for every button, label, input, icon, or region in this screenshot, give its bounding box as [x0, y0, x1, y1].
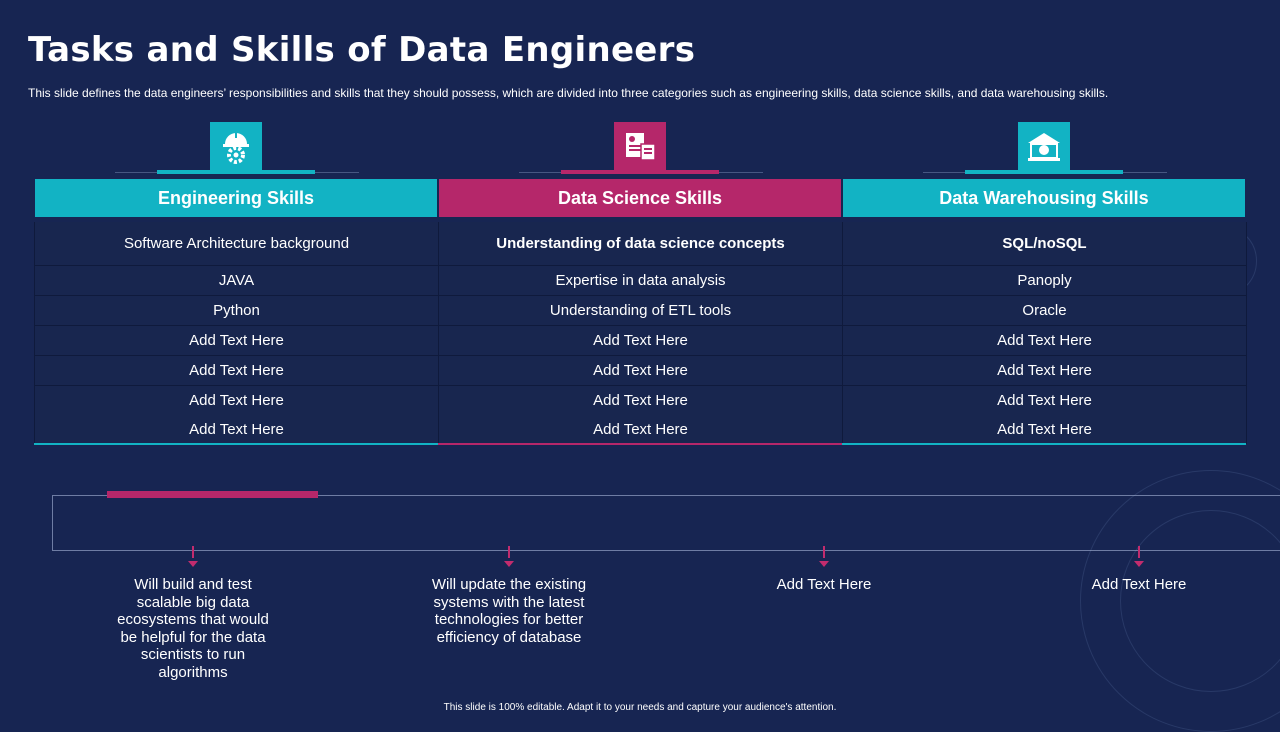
divider — [438, 222, 439, 444]
timeline-tick — [823, 546, 825, 558]
timeline-tick — [508, 546, 510, 558]
timeline-tick — [192, 546, 194, 558]
table-cell: Add Text Here — [35, 326, 438, 356]
timeline-marker — [819, 561, 829, 567]
table-cell: SQL/noSQL — [843, 222, 1246, 266]
timeline-accent-bar — [107, 491, 318, 498]
divider — [34, 222, 35, 444]
table-cell: Add Text Here — [843, 386, 1246, 416]
divider — [438, 443, 842, 445]
table-cell: Add Text Here — [843, 415, 1246, 444]
table-cell: JAVA — [35, 266, 438, 296]
icon-shelf — [561, 170, 719, 174]
divider — [842, 222, 843, 444]
warehouse-building-icon — [1018, 122, 1070, 172]
timeline-bracket — [52, 495, 1280, 551]
page-subtitle: This slide defines the data engineers’ r… — [28, 86, 1109, 100]
table-cell: Add Text Here — [35, 386, 438, 416]
timeline-marker — [504, 561, 514, 567]
icon-shelf — [965, 170, 1123, 174]
timeline-tick — [1138, 546, 1140, 558]
table-cell: Add Text Here — [439, 326, 842, 356]
icon-shelf — [157, 170, 315, 174]
table-cell: Software Architecture background — [35, 222, 438, 266]
table-cell: Add Text Here — [35, 415, 438, 444]
table-cell: Add Text Here — [35, 356, 438, 386]
table-cell: Add Text Here — [439, 415, 842, 444]
table-cell: Oracle — [843, 296, 1246, 326]
table-cell: Python — [35, 296, 438, 326]
table-cell: Add Text Here — [843, 356, 1246, 386]
task-text: Will build and test scalable big data ec… — [117, 576, 269, 681]
task-text: Add Text Here — [776, 576, 872, 593]
column-header-data-warehousing: Data Warehousing Skills — [843, 179, 1245, 217]
table-cell: Understanding of ETL tools — [439, 296, 842, 326]
engineer-helmet-gear-icon — [210, 122, 262, 172]
table-cell: Expertise in data analysis — [439, 266, 842, 296]
column-header-data-science: Data Science Skills — [439, 179, 841, 217]
table-cell: Add Text Here — [439, 386, 842, 416]
table-cell: Panoply — [843, 266, 1246, 296]
task-text: Add Text Here — [1091, 576, 1187, 593]
data-report-icon — [614, 122, 666, 172]
timeline-marker — [1134, 561, 1144, 567]
divider — [1246, 222, 1247, 444]
task-text: Will update the existing systems with th… — [431, 576, 587, 646]
table-cell: Understanding of data science concepts — [439, 222, 842, 266]
table-cell: Add Text Here — [439, 356, 842, 386]
page-title: Tasks and Skills of Data Engineers — [28, 30, 696, 70]
footer-note: This slide is 100% editable. Adapt it to… — [443, 702, 837, 713]
divider — [34, 443, 438, 445]
table-cell: Add Text Here — [843, 326, 1246, 356]
timeline-marker — [188, 561, 198, 567]
divider — [842, 443, 1246, 445]
column-header-engineering: Engineering Skills — [35, 179, 437, 217]
